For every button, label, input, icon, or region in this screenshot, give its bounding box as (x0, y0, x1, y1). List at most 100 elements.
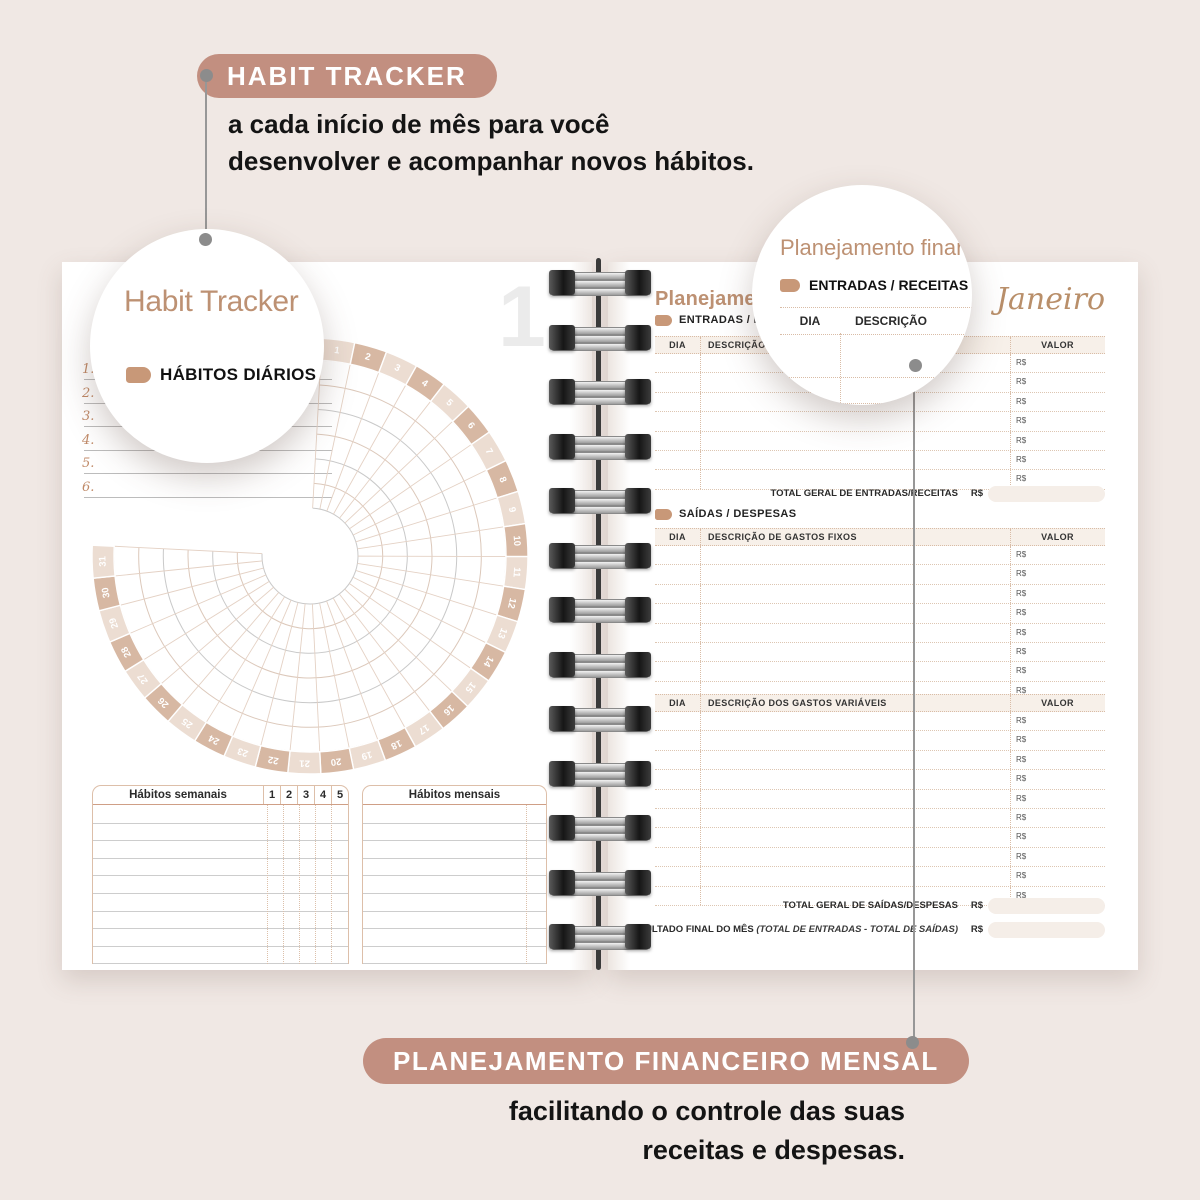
habit-tracker-page: 1 1. 2. 3. 4. 5. 6. 1 2 3 4 5 6 7 8 9 10 11 12 13 14 15 16 17… (62, 262, 592, 970)
monthly-habits-table: Hábitos mensais (362, 785, 547, 965)
magnifier-habit-title: Habit Tracker (124, 285, 299, 318)
svg-text:11: 11 (510, 567, 522, 579)
table-row: R$ (655, 470, 1105, 490)
svg-text:28: 28 (119, 645, 134, 659)
tag-icon (655, 314, 672, 326)
table-row: R$ (655, 392, 1105, 413)
spiral-loop (547, 488, 653, 514)
total-saidas-field (988, 898, 1105, 914)
habit-line-item: 5. (82, 456, 332, 480)
svg-text:10: 10 (511, 535, 523, 546)
weekly-column-header: 2 (280, 786, 297, 804)
spiral-loop (547, 324, 653, 351)
weekly-habits-title: Hábitos semanais (129, 789, 227, 801)
svg-text:23: 23 (236, 745, 250, 759)
month-label: Janeiro (996, 282, 1105, 317)
page-number-watermark: 1 (498, 269, 546, 365)
spiral-binding (547, 258, 653, 970)
entradas-receitas-label: ENTRADAS / RECEITAS (809, 277, 969, 293)
spiral-loop (547, 433, 653, 460)
tag-icon (126, 367, 151, 383)
svg-text:7: 7 (483, 447, 495, 457)
spiral-loop (547, 597, 653, 623)
svg-text:22: 22 (267, 753, 279, 766)
habit-line-item: 6. (82, 480, 332, 504)
table-row: R$ (655, 431, 1105, 451)
resultado-final-field (988, 922, 1105, 938)
svg-text:17: 17 (416, 722, 431, 737)
table-row: R$ (655, 712, 1105, 732)
gastos-fixos-table: DIA DESCRIÇÃO DE GASTOS FIXOS VALOR R$ R… (655, 528, 1105, 702)
table-row: R$ (655, 770, 1105, 790)
weekly-column-header: 5 (331, 786, 348, 804)
financial-description: facilitando o controle das suas receitas… (508, 1096, 905, 1165)
habit-tracker-callout-pill: HABIT TRACKER (197, 54, 497, 98)
tag-icon (780, 278, 800, 292)
table-row: R$ (655, 642, 1105, 663)
magnifier-financial-title: Planejamento finance (780, 235, 972, 260)
financial-callout-label: PLANEJAMENTO FINANCEIRO MENSAL (393, 1045, 939, 1076)
saidas-section-label: SAÍDAS / DESPESAS (655, 508, 796, 520)
connector-dot-circle (199, 233, 212, 246)
spiral-loop (547, 869, 653, 896)
svg-text:6: 6 (465, 420, 477, 431)
table-row: R$ (655, 808, 1105, 829)
svg-text:12: 12 (505, 597, 518, 610)
habit-tracker-description: a cada início de mês para você desenvolv… (228, 109, 754, 176)
total-entradas-row: TOTAL GERAL DE ENTRADAS/RECEITAS R$ (655, 486, 1105, 502)
connector-dot-circle-right (909, 359, 922, 372)
weekly-column-header: 4 (314, 786, 331, 804)
connector-dot-top (200, 69, 213, 82)
table-row: R$ (655, 886, 1105, 906)
monthly-habits-title: Hábitos mensais (408, 789, 501, 801)
svg-text:3: 3 (392, 362, 401, 374)
connector-line-bottom (913, 368, 915, 1044)
table-row: R$ (655, 847, 1105, 868)
table-header-row: DIA DESCRIÇÃO DOS GASTOS VARIÁVEIS VALOR (655, 694, 1105, 712)
total-saidas-row: TOTAL GERAL DE SAÍDAS/DESPESAS R$ (655, 898, 1105, 914)
connector-line-top (205, 82, 207, 238)
magnified-table-preview: DIA DESCRIÇÃO (780, 307, 972, 405)
svg-text:19: 19 (360, 748, 373, 761)
radial-31-day-tracker: 1234567891011121314151617181920212223242… (91, 337, 529, 775)
spiral-loop (547, 760, 653, 787)
svg-text:8: 8 (496, 475, 508, 484)
table-row: R$ (655, 750, 1105, 771)
table-row: R$ (655, 828, 1105, 848)
connector-dot-bottom (906, 1036, 919, 1049)
svg-text:5: 5 (444, 397, 456, 409)
svg-text:27: 27 (136, 671, 151, 686)
habit-tracker-callout-label: HABIT TRACKER (227, 60, 467, 91)
table-row: R$ (655, 584, 1105, 605)
financial-callout-pill: PLANEJAMENTO FINANCEIRO MENSAL (363, 1038, 969, 1084)
table-row: R$ (655, 867, 1105, 887)
spiral-loop (547, 924, 653, 950)
svg-text:9: 9 (506, 506, 518, 514)
svg-text:18: 18 (389, 737, 403, 751)
weekly-column-header: 1 (263, 786, 280, 804)
table-row: R$ (655, 789, 1105, 809)
svg-text:30: 30 (100, 586, 113, 598)
table-row: R$ (655, 731, 1105, 751)
financial-magnifier: Planejamento finance ENTRADAS / RECEITAS… (752, 185, 972, 405)
spiral-loop (547, 706, 653, 732)
resultado-final-row: RESULTADO FINAL DO MÊS (TOTAL DE ENTRADA… (625, 922, 1105, 938)
table-row: R$ (655, 565, 1105, 585)
spiral-loop (547, 651, 653, 678)
table-row: R$ (655, 623, 1105, 643)
svg-text:1: 1 (334, 345, 341, 357)
table-row: R$ (655, 450, 1105, 471)
spiral-loop (547, 542, 653, 569)
spiral-loop (547, 379, 653, 405)
svg-text:29: 29 (107, 616, 121, 630)
spiral-loop (547, 815, 653, 841)
gastos-variaveis-table: DIA DESCRIÇÃO DOS GASTOS VARIÁVEIS VALOR… (655, 694, 1105, 906)
weekly-column-header: 3 (297, 786, 314, 804)
spiral-loop (547, 270, 653, 296)
svg-text:13: 13 (495, 626, 509, 640)
svg-text:4: 4 (419, 378, 430, 390)
table-header-row: DIA DESCRIÇÃO DE GASTOS FIXOS VALOR (655, 528, 1105, 546)
